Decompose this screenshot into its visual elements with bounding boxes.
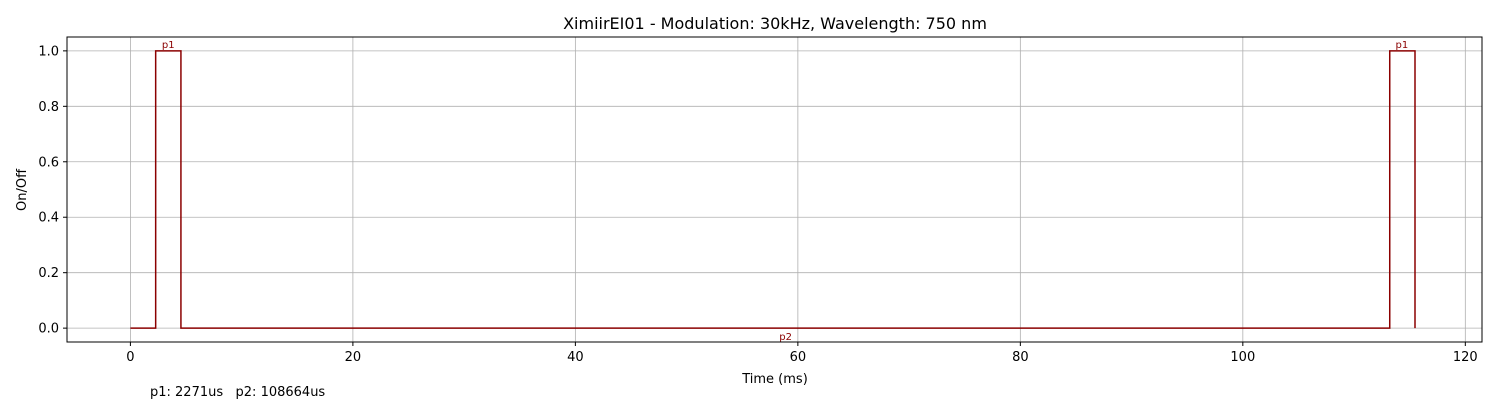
chart-title: XimiirEI01 - Modulation: 30kHz, Waveleng…	[563, 14, 987, 33]
gridlines	[67, 37, 1482, 342]
y-tick-label: 0.8	[38, 100, 59, 115]
x-tick-label: 80	[1012, 350, 1029, 365]
pulse-label-p2: p2	[779, 332, 792, 343]
x-axis-ticks: 0 20 40 60 80 100 120	[126, 342, 1478, 365]
x-tick-label: 120	[1453, 350, 1478, 365]
x-tick-label: 60	[790, 350, 807, 365]
y-axis-ticks: 0.0 0.2 0.4 0.6 0.8 1.0	[38, 44, 67, 337]
pulse-annotations: p1 p2 p1	[162, 40, 1408, 343]
plot-frame	[66, 36, 1483, 343]
x-tick-label: 100	[1230, 350, 1255, 365]
y-tick-label: 1.0	[38, 44, 59, 59]
y-tick-label: 0.4	[38, 211, 59, 226]
y-axis-label: On/Off	[15, 168, 30, 211]
y-tick-label: 0.2	[38, 266, 59, 281]
pulse-label-p1: p1	[1396, 40, 1409, 51]
pulse-duration-footer: p1: 2271us p2: 108664us	[150, 385, 325, 400]
series-group	[130, 50, 1416, 329]
x-tick-label: 20	[345, 350, 362, 365]
x-tick-label: 0	[126, 350, 134, 365]
pulse-label-p1: p1	[162, 40, 175, 51]
y-tick-label: 0.6	[38, 155, 59, 170]
pulse-series-line	[130, 50, 1416, 329]
x-axis-label: Time (ms)	[741, 372, 808, 387]
y-tick-label: 0.0	[38, 322, 59, 337]
x-tick-label: 40	[567, 350, 584, 365]
